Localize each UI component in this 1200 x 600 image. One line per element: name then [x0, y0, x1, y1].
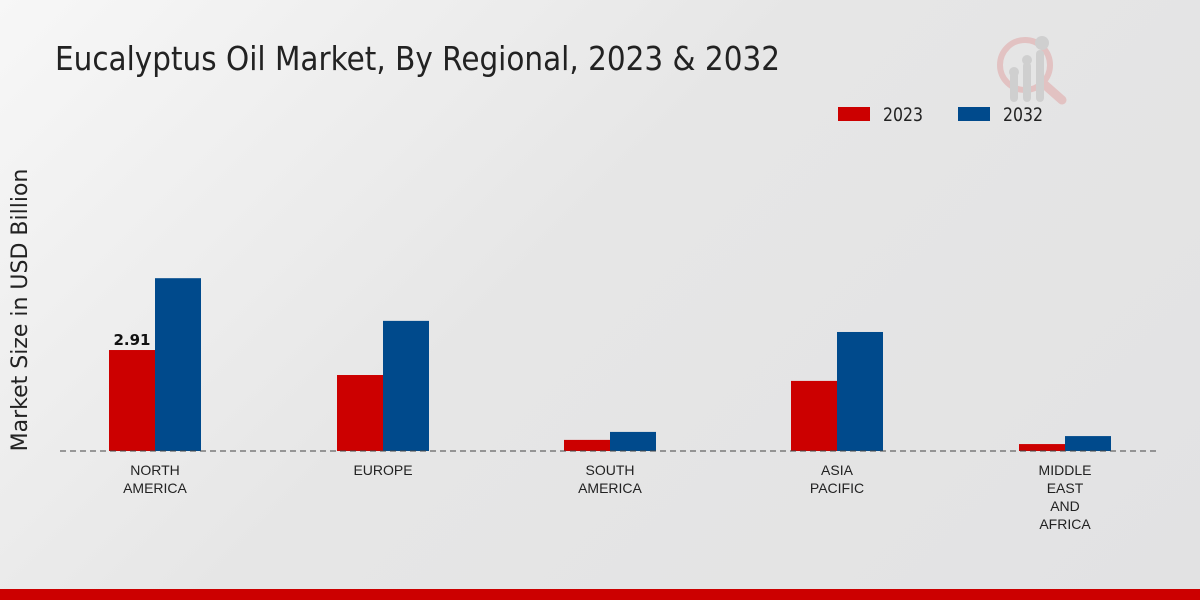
bar-2023-europe [337, 375, 383, 451]
x-tick-label: AMERICA [123, 480, 187, 496]
bars-group: 2.91 [109, 278, 1111, 451]
bar-2023-middle-east-and-africa [1019, 444, 1065, 451]
x-tick-label: EAST [1047, 480, 1084, 496]
x-tick-label: MIDDLE [1039, 462, 1092, 478]
x-tick-label: ASIA [821, 462, 854, 478]
x-tick-label: AND [1050, 498, 1080, 514]
bar-2032-europe [383, 320, 429, 451]
legend-label-2023: 2023 [883, 104, 923, 126]
bar-2023-asia-pacific [791, 380, 837, 451]
legend: 2023 2032 [838, 104, 1043, 126]
watermark-logo-icon [997, 36, 1067, 105]
bar-2032-middle-east-and-africa [1065, 436, 1111, 451]
legend-swatch-2032 [958, 107, 990, 121]
legend-label-2032: 2032 [1003, 104, 1043, 126]
bar-2032-north-america [155, 278, 201, 451]
bar-2023-north-america [109, 350, 155, 451]
bar-2032-asia-pacific [837, 331, 883, 451]
chart-title: Eucalyptus Oil Market, By Regional, 2023… [55, 39, 780, 78]
x-tick-label: PACIFIC [810, 480, 864, 496]
data-label: 2.91 [113, 331, 150, 349]
x-tick-label: AMERICA [578, 480, 642, 496]
x-tick-label: SOUTH [586, 462, 635, 478]
y-axis-label: Market Size in USD Billion [8, 169, 33, 452]
footer-accent-bar [0, 589, 1200, 600]
x-tick-label: AFRICA [1039, 516, 1091, 532]
x-tick-label: EUROPE [353, 462, 412, 478]
x-tick-labels: NORTH AMERICA EUROPE SOUTH AMERICA ASIA PACIFI… [123, 462, 1091, 532]
legend-swatch-2023 [838, 107, 870, 121]
bar-2023-south-america [564, 439, 610, 451]
x-tick-label: NORTH [130, 462, 180, 478]
bar-2032-south-america [610, 431, 656, 451]
